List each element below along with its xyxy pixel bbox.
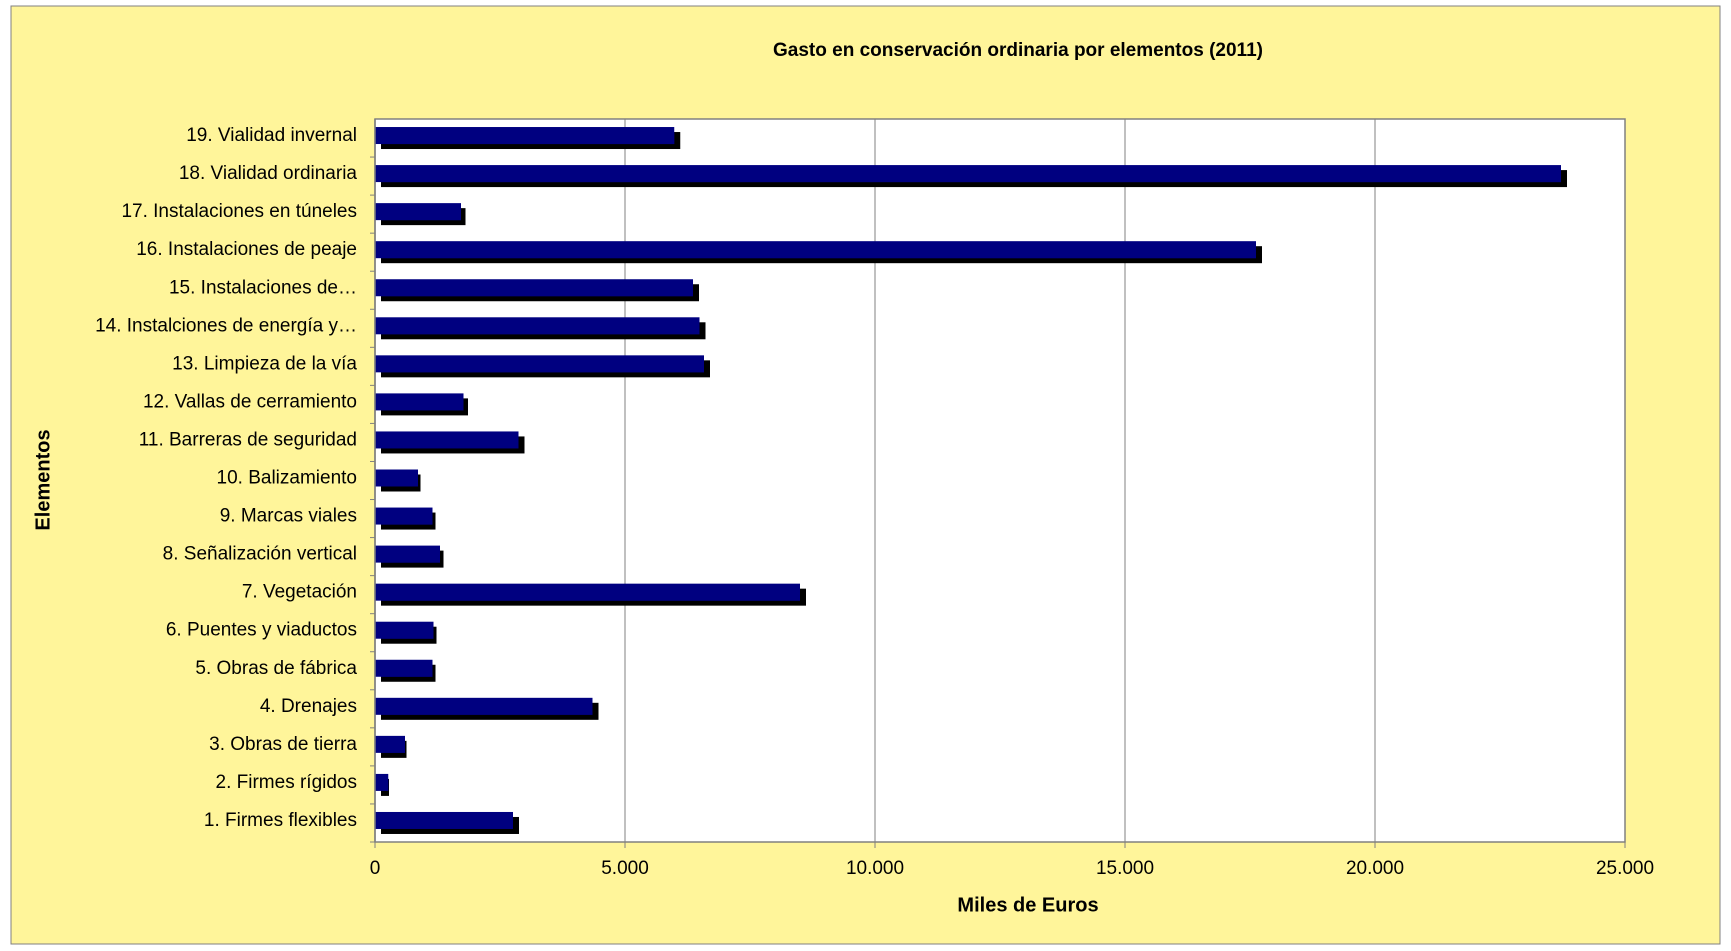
y-tick-label: 5. Obras de fábrica: [195, 658, 357, 679]
y-tick-label: 11. Barreras de seguridad: [139, 429, 357, 450]
bar: [375, 393, 464, 411]
bar: [375, 127, 675, 145]
y-tick-label: 16. Instalaciones de peaje: [136, 239, 357, 260]
y-tick-label: 6. Puentes y viaductos: [166, 620, 357, 641]
bar: [375, 735, 405, 753]
y-tick-label: 4. Drenajes: [260, 696, 357, 717]
x-tick-label: 15.000: [1096, 858, 1154, 879]
bar: [375, 507, 433, 525]
x-tick-label: 10.000: [846, 858, 904, 879]
bar: [375, 697, 593, 715]
x-tick-label: 20.000: [1346, 858, 1404, 879]
bar: [375, 583, 800, 601]
y-tick-label: 17. Instalaciones en túneles: [121, 201, 357, 222]
y-tick-label: 1. Firmes flexibles: [204, 810, 357, 831]
chart-title: Gasto en conservación ordinaria por elem…: [773, 40, 1263, 61]
bar: [375, 279, 693, 297]
y-tick-label: 19. Vialidad invernal: [186, 125, 357, 146]
y-tick-label: 15. Instalaciones de…: [169, 277, 357, 298]
bar: [375, 355, 704, 373]
bar: [375, 431, 519, 449]
y-tick-label: 12. Vallas de cerramiento: [143, 391, 357, 412]
y-tick-label: 7. Vegetación: [242, 582, 357, 603]
y-tick-label: 18. Vialidad ordinaria: [179, 163, 358, 184]
y-tick-label: 9. Marcas viales: [220, 506, 357, 527]
bar: [375, 317, 700, 335]
x-tick-label: 0: [370, 858, 381, 879]
x-tick-label: 25.000: [1596, 858, 1654, 879]
bar: [375, 469, 418, 487]
y-tick-label: 3. Obras de tierra: [209, 734, 357, 755]
plot-area: [374, 118, 1626, 843]
y-tick-label: 13. Limpieza de la vía: [172, 353, 357, 374]
bar: [375, 241, 1256, 259]
bar: [375, 545, 440, 563]
y-axis-title: Elementos: [32, 429, 54, 530]
bar: [375, 621, 434, 639]
bar: [375, 165, 1561, 183]
x-tick-label: 5.000: [601, 858, 649, 879]
y-tick-label: 2. Firmes rígidos: [216, 772, 357, 793]
y-tick-label: 10. Balizamiento: [217, 468, 357, 489]
bar: [375, 773, 389, 791]
y-tick-label: 8. Señalización vertical: [163, 544, 357, 565]
bar: [375, 203, 461, 221]
y-tick-label: 14. Instalciones de energía y…: [95, 315, 357, 336]
bar: [375, 811, 513, 829]
x-axis-title: Miles de Euros: [957, 894, 1098, 916]
bar: [375, 659, 433, 677]
